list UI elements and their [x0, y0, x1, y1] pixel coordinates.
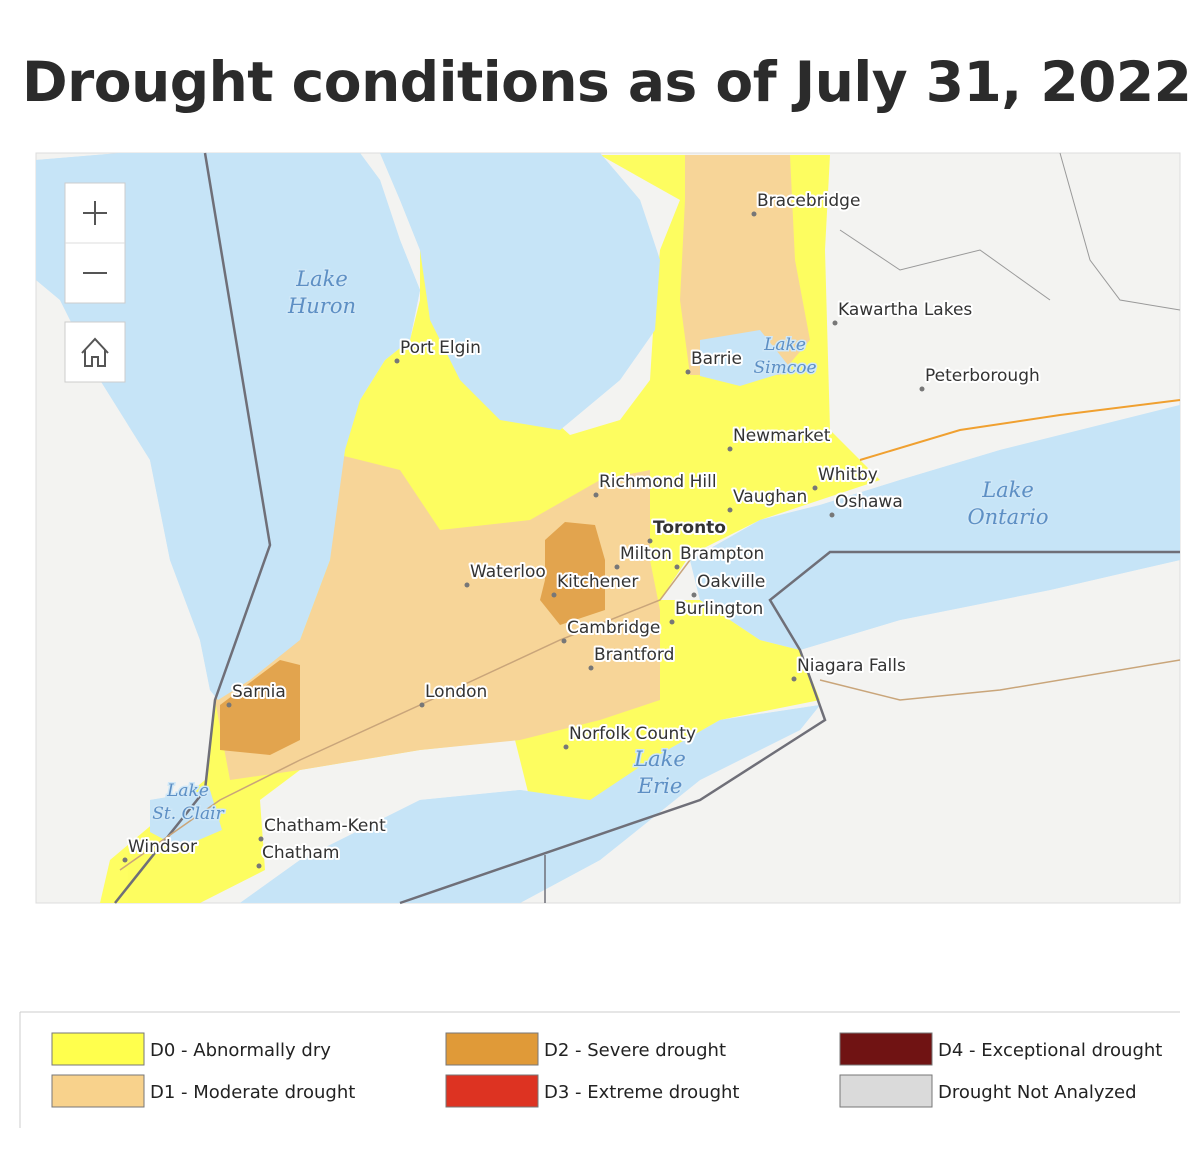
lake [240, 705, 820, 903]
legend-swatch [839, 1074, 933, 1108]
water-label: Simcoe [753, 358, 816, 378]
city-dot [727, 507, 733, 513]
city-dot [674, 564, 680, 570]
city-dot [791, 676, 797, 682]
legend-swatch [51, 1074, 145, 1108]
legend-swatch [839, 1032, 933, 1066]
drought-area [215, 455, 660, 780]
city-label: Burlington [675, 599, 763, 619]
city-label: Niagara Falls [797, 656, 906, 676]
city-dot [563, 744, 569, 750]
city-dot [614, 564, 620, 570]
city-dot [561, 638, 567, 644]
city-label: Whitby [818, 465, 878, 485]
legend: D0 - Abnormally dry D1 - Moderate drought… [51, 1032, 1162, 1108]
city-label: Barrie [691, 349, 742, 369]
lake [700, 330, 792, 386]
map-labels: Lake Huron Lake Simcoe Lake Ontario Lake Erie La… [122, 189, 1050, 869]
city-dot [258, 836, 264, 842]
city-dot [394, 358, 400, 364]
legend-swatch [51, 1032, 145, 1066]
city-dot [464, 582, 470, 588]
city-label: Kawartha Lakes [838, 300, 972, 320]
legend-label: D3 - Extreme drought [544, 1082, 740, 1103]
city-label: Brantford [594, 645, 674, 665]
city-label: Chatham-Kent [264, 816, 386, 836]
water-label: Lake [633, 747, 686, 771]
city-dot [647, 538, 653, 544]
city-dot [691, 592, 697, 598]
legend-swatch [445, 1074, 539, 1108]
city-label: Newmarket [733, 426, 831, 446]
city-label: Bracebridge [757, 191, 860, 211]
water-label: Huron [287, 294, 356, 318]
home-button[interactable] [64, 321, 126, 383]
lake [150, 790, 222, 848]
city-dot [122, 857, 128, 863]
legend-label: D0 - Abnormally dry [150, 1040, 331, 1061]
city-dot [919, 386, 925, 392]
drought-area [540, 522, 605, 625]
legend-label: Drought Not Analyzed [938, 1082, 1137, 1103]
city-label: Oakville [697, 572, 765, 592]
water-label: Ontario [967, 505, 1048, 529]
city-label: Chatham [262, 843, 339, 863]
city-dot [751, 211, 757, 217]
water-label: Lake [295, 267, 348, 291]
city-label: Sarnia [232, 682, 286, 702]
city-label: Windsor [128, 837, 197, 857]
city-label: Port Elgin [400, 338, 481, 358]
city-dot [588, 665, 594, 671]
lake [690, 405, 1180, 650]
zoom-controls [64, 182, 126, 383]
city-dot [812, 485, 818, 491]
city-dot [829, 512, 835, 518]
roads-borders [114, 152, 1181, 905]
city-dot [551, 592, 557, 598]
water-label: Lake [763, 335, 806, 355]
legend-label: D1 - Moderate drought [150, 1082, 355, 1103]
zoom-in-button[interactable] [83, 201, 107, 225]
city-label: Brampton [680, 544, 764, 564]
drought-area [680, 155, 810, 375]
page-title: Drought conditions as of July 31, 2022 [22, 50, 1192, 114]
water-label: Erie [637, 774, 683, 798]
lake [36, 153, 420, 700]
city-label: Waterloo [470, 562, 546, 582]
city-label: Richmond Hill [599, 472, 717, 492]
city-dot [226, 702, 232, 708]
city-label: Vaughan [733, 487, 807, 507]
drought-layer [36, 153, 1180, 903]
city-label: London [425, 682, 487, 702]
city-label: Milton [620, 544, 672, 564]
city-label: Norfolk County [569, 724, 696, 744]
drought-area [220, 660, 300, 755]
water-label: St. Clair [152, 804, 224, 824]
city-label: Oshawa [835, 492, 903, 512]
city-dot [727, 446, 733, 452]
city-dot [256, 863, 262, 869]
water-label: Lake [166, 781, 209, 801]
city-label: Peterborough [925, 366, 1040, 386]
city-dot [685, 369, 691, 375]
legend-label: D2 - Severe drought [544, 1040, 726, 1061]
legend-swatch [445, 1032, 539, 1066]
city-dot [593, 492, 599, 498]
city-label: Cambridge [567, 618, 660, 638]
city-dot [419, 702, 425, 708]
water-label: Lake [981, 478, 1034, 502]
city-dot [832, 320, 838, 326]
legend-label: D4 - Exceptional drought [938, 1040, 1162, 1061]
city-label: Toronto [653, 518, 726, 538]
city-dot [669, 619, 675, 625]
lake [380, 153, 660, 430]
city-label: Kitchener [557, 572, 638, 592]
